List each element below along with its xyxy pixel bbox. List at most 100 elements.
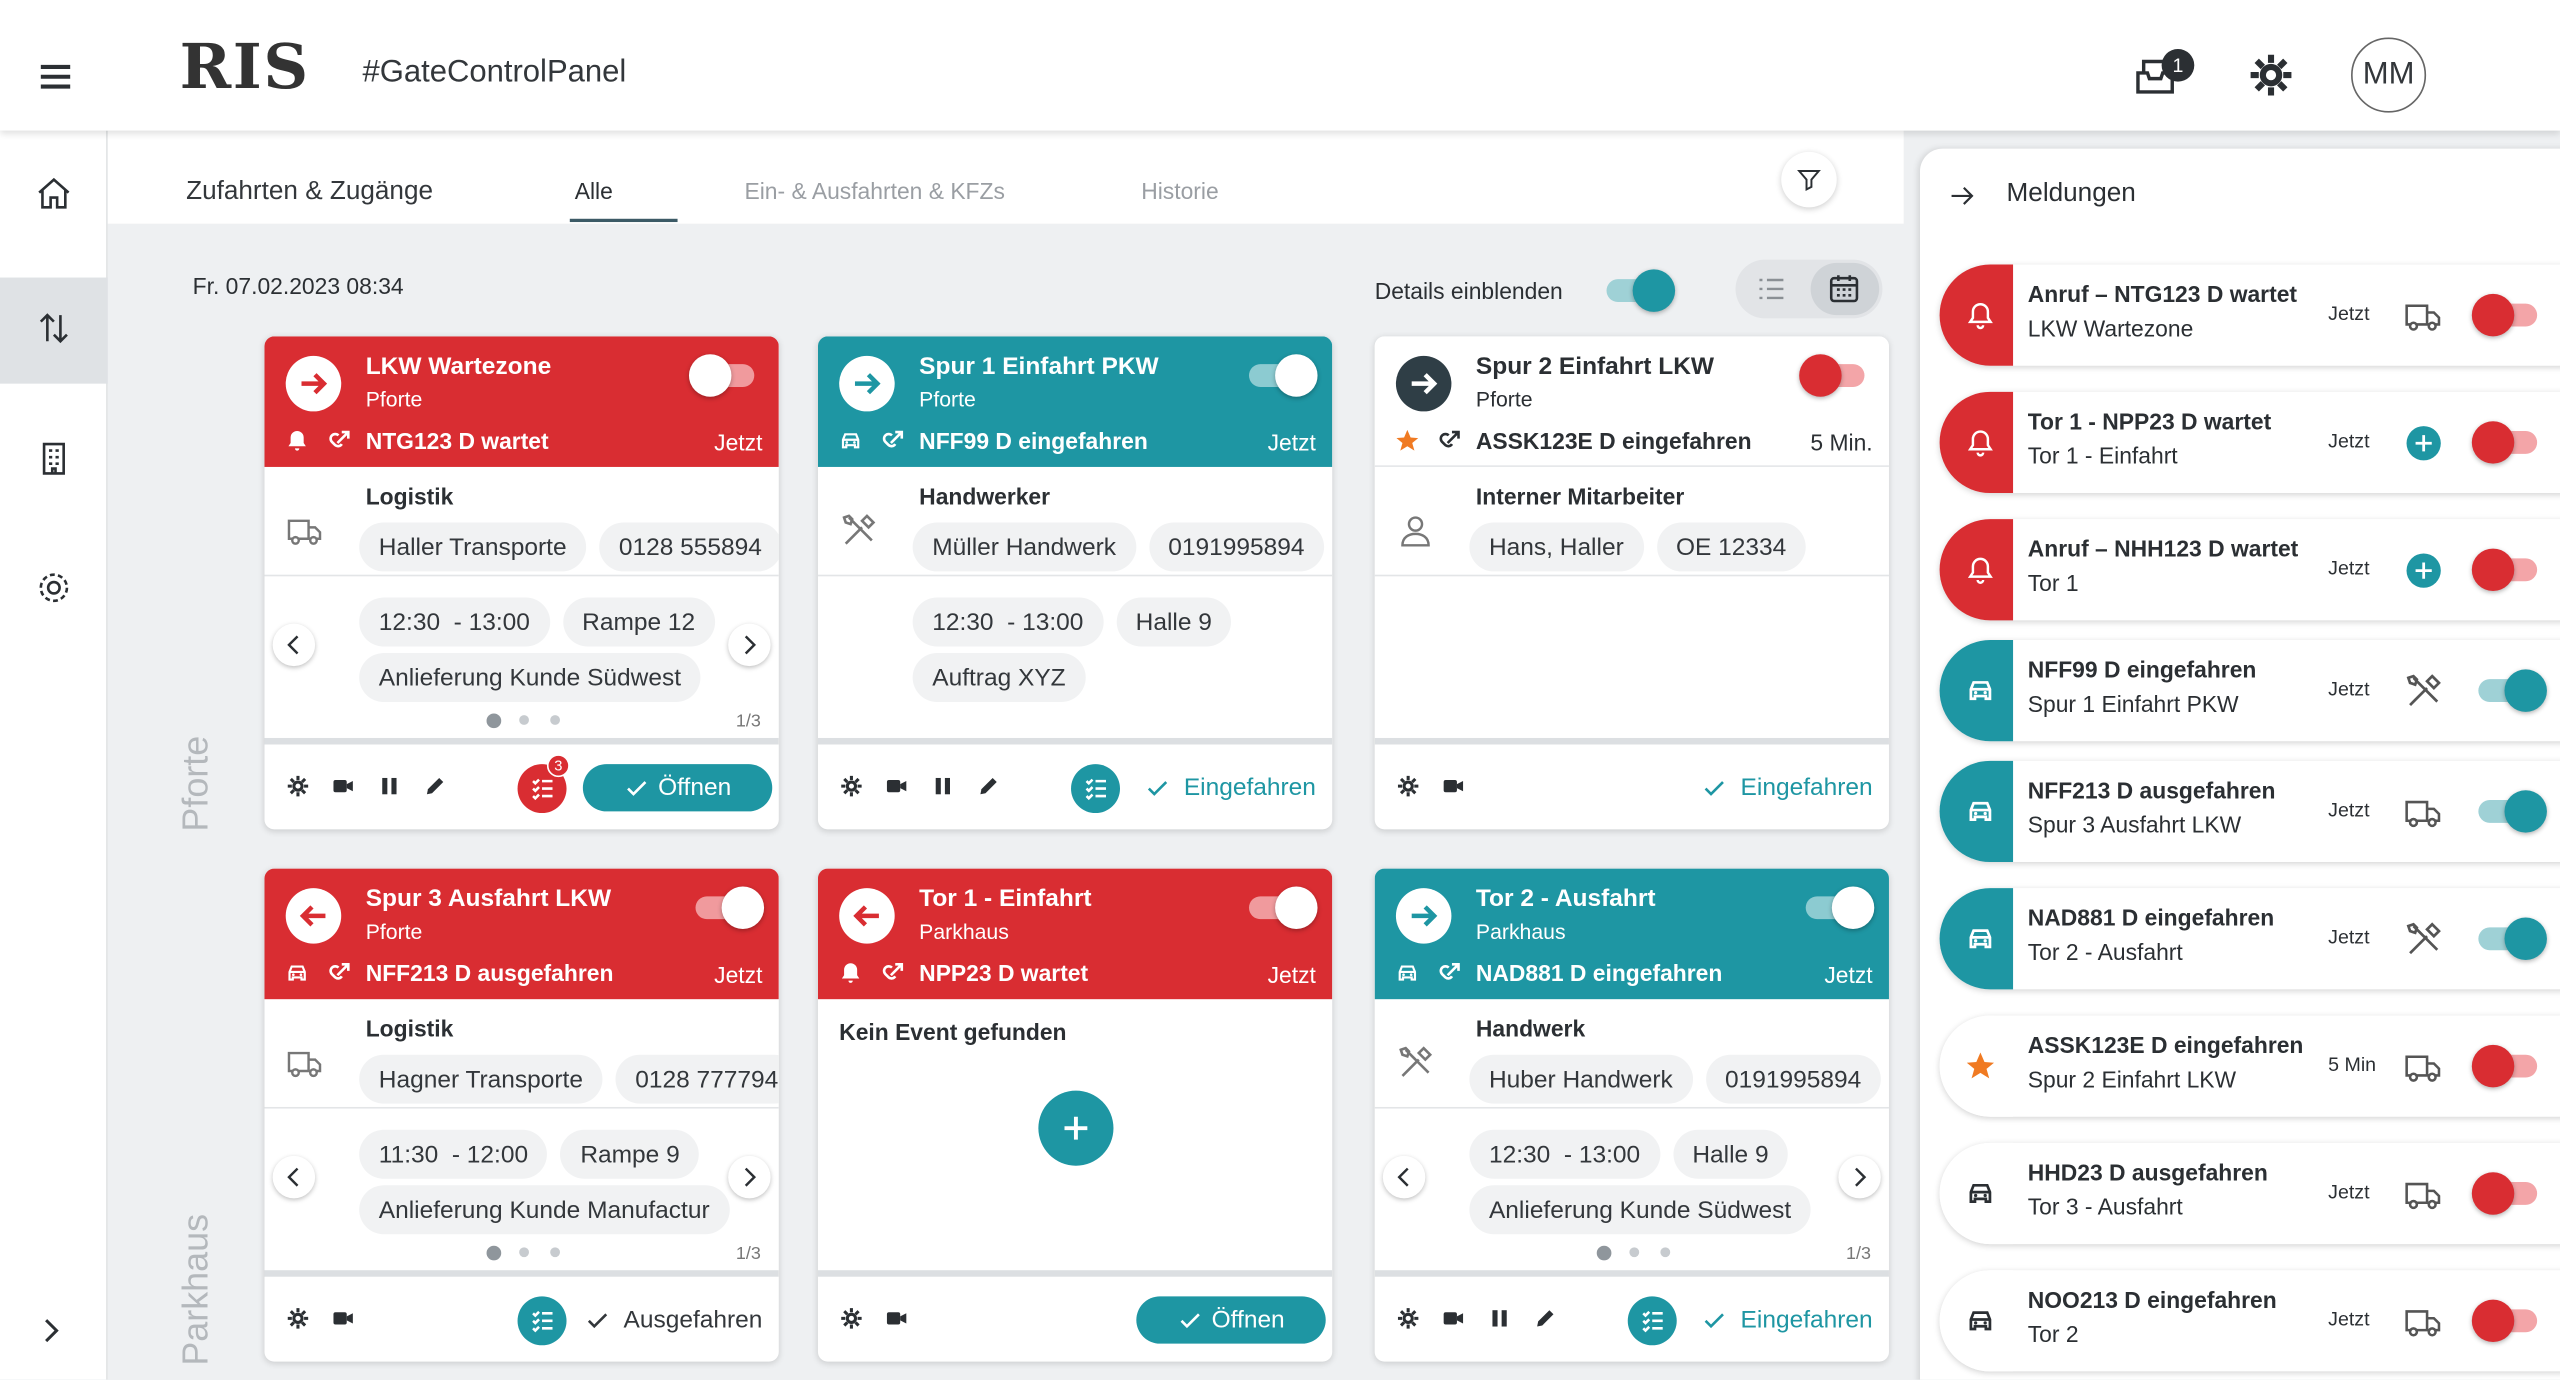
action-truck[interactable]	[2403, 792, 2444, 833]
notification-item: Anruf – NTG123 D wartet LKW Wartezone Jetz…	[1939, 264, 2560, 366]
nav-active-bg	[0, 277, 108, 384]
tab[interactable]: Ein- & Ausfahrten & KFZs	[744, 177, 1005, 205]
pager-left[interactable]	[272, 1155, 316, 1199]
toggle[interactable]	[1799, 886, 1875, 929]
menu-button[interactable]	[36, 57, 75, 96]
pager-right[interactable]	[728, 1155, 771, 1199]
action-gear[interactable]	[286, 1306, 310, 1330]
chip: Halle 9	[1116, 597, 1232, 647]
slot-chips: Anlieferung Kunde Südwest	[1469, 1185, 1824, 1235]
toggle[interactable]	[1600, 269, 1676, 312]
toggle[interactable]	[689, 886, 765, 929]
action-truck[interactable]	[2403, 1301, 2444, 1342]
action-tools[interactable]	[2403, 671, 2444, 712]
action-gear[interactable]	[1396, 1306, 1420, 1330]
type-icon	[1964, 922, 1997, 955]
settings-button[interactable]	[2247, 51, 2296, 100]
nav-home[interactable]	[34, 175, 73, 214]
notification-subtitle: Tor 1 - Einfahrt	[2027, 442, 2178, 469]
add-button[interactable]	[2406, 553, 2441, 588]
primary-button[interactable]: Öffnen	[582, 764, 773, 812]
toggle[interactable]	[2472, 669, 2547, 712]
status-button[interactable]: Eingefahren	[1701, 764, 1873, 811]
contact-chips: Haller Transporte 0128 555894	[359, 522, 779, 572]
button-label: Eingefahren	[1183, 773, 1316, 802]
list-view-button[interactable]	[1753, 271, 1789, 307]
checklist-button[interactable]	[517, 1296, 567, 1346]
toggle[interactable]	[2471, 1299, 2544, 1343]
card-title: Spur 3 Ausfahrt LKW	[365, 884, 612, 913]
checklist-button[interactable]: 3	[517, 754, 570, 814]
add-button[interactable]	[2406, 426, 2441, 461]
pager-left[interactable]	[272, 623, 316, 667]
tab[interactable]: Historie	[1141, 177, 1219, 205]
toggle[interactable]	[2471, 421, 2544, 464]
notification-time: Jetzt	[2328, 556, 2370, 580]
card-subtitle: Parkhaus	[919, 919, 1009, 944]
action-pause[interactable]	[931, 774, 955, 798]
action-pause[interactable]	[377, 774, 401, 798]
toggle-knob	[2471, 1172, 2515, 1215]
action-gear[interactable]	[839, 774, 863, 798]
chip: Anlieferung Kunde Südwest	[359, 653, 701, 703]
pager-dot	[1596, 1245, 1612, 1261]
action-cam[interactable]	[331, 774, 355, 798]
pager-right[interactable]	[1838, 1155, 1881, 1199]
checklist-button[interactable]	[1071, 764, 1120, 814]
action-pen[interactable]	[423, 774, 447, 798]
toggle[interactable]	[1242, 354, 1318, 397]
primary-button[interactable]: Öffnen	[1136, 1296, 1326, 1344]
action-truck[interactable]	[2403, 1047, 2444, 1088]
type-icon	[1964, 1177, 1997, 1210]
link-icon	[1437, 960, 1463, 986]
action-cam[interactable]	[885, 774, 909, 798]
action-gear[interactable]	[286, 774, 310, 798]
action-pen[interactable]	[976, 774, 1000, 798]
action-cam[interactable]	[331, 1306, 355, 1330]
action-gear[interactable]	[839, 1306, 863, 1330]
event-time: 5 Min.	[1810, 429, 1873, 456]
action-tools[interactable]	[2403, 919, 2444, 960]
toggle[interactable]	[2471, 293, 2544, 337]
avatar[interactable]: MM	[2351, 37, 2427, 113]
nav-buildings[interactable]	[34, 439, 73, 478]
filter-button[interactable]	[1781, 151, 1837, 208]
action-cam[interactable]	[1442, 1306, 1466, 1330]
notification-time: Jetzt	[2328, 677, 2370, 701]
toggle[interactable]	[2471, 1172, 2544, 1215]
pager-left[interactable]	[1382, 1155, 1426, 1199]
action-truck[interactable]	[2403, 296, 2444, 337]
event-time: Jetzt	[714, 961, 763, 988]
pager-right[interactable]	[728, 623, 771, 667]
toggle[interactable]	[688, 354, 761, 397]
action-cam[interactable]	[1442, 774, 1466, 798]
notification-type	[1939, 760, 2014, 863]
status-button[interactable]: Ausgefahren	[584, 1296, 762, 1343]
toggle[interactable]	[1242, 886, 1318, 929]
type-icon	[1964, 553, 1997, 586]
nav-gates[interactable]	[34, 309, 73, 348]
toggle[interactable]	[2471, 1044, 2544, 1088]
category-label: Logistik	[365, 1015, 454, 1042]
toggle[interactable]	[1799, 354, 1871, 397]
tab[interactable]: Alle	[574, 177, 613, 205]
action-truck[interactable]	[2403, 1174, 2444, 1215]
nav-settings[interactable]	[34, 568, 73, 607]
toggle[interactable]	[2472, 917, 2547, 960]
calendar-view-button[interactable]	[1827, 271, 1861, 305]
type-icon	[1964, 426, 1997, 459]
event-text: NFF99 D eingefahren	[919, 427, 1148, 454]
notification-subtitle: Tor 2	[2027, 1320, 2079, 1347]
status-button[interactable]: Eingefahren	[1145, 764, 1316, 811]
toggle[interactable]	[2472, 790, 2547, 833]
toggle[interactable]	[2471, 548, 2544, 592]
checklist-button[interactable]	[1627, 1296, 1677, 1346]
add-event-button[interactable]	[1038, 1090, 1114, 1166]
nav-expand[interactable]	[33, 1313, 69, 1349]
action-gear[interactable]	[1396, 774, 1420, 798]
action-pause[interactable]	[1487, 1306, 1511, 1330]
status-button[interactable]: Eingefahren	[1701, 1296, 1873, 1343]
action-pen[interactable]	[1533, 1306, 1557, 1330]
chip: Müller Handwerk	[912, 522, 1136, 572]
action-cam[interactable]	[885, 1306, 909, 1330]
